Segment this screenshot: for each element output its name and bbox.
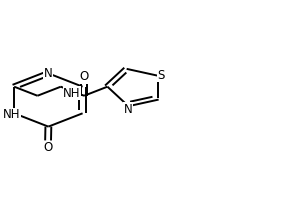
Text: S: S (158, 69, 165, 82)
Text: O: O (44, 141, 53, 154)
Text: O: O (80, 70, 89, 83)
Text: N: N (44, 67, 53, 80)
Text: NH: NH (2, 108, 20, 121)
Text: NH: NH (63, 87, 81, 100)
Text: N: N (124, 103, 133, 116)
